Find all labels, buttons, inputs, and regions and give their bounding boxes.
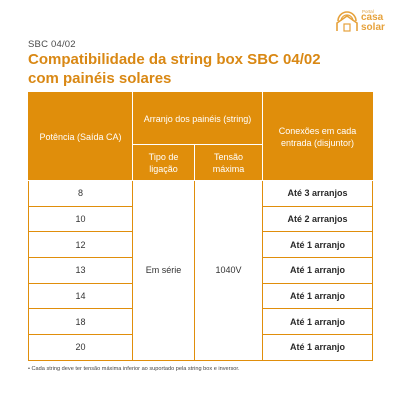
table-row: 10 Até 2 arranjos: [28, 205, 373, 233]
brand-logo: Portal casa solar: [334, 6, 390, 36]
header-arrangement: Arranjo dos painéis (string): [132, 92, 263, 145]
cell-max-voltage: 1040V: [194, 180, 263, 361]
cell-power: 12: [28, 231, 133, 259]
cell-power: 18: [28, 308, 133, 336]
cell-connections: Até 2 arranjos: [262, 205, 373, 233]
cell-connections: Até 1 arranjo: [262, 231, 373, 259]
table-row: 20 Até 1 arranjo: [28, 334, 373, 361]
footnote: • Cada string deve ter tensão máxima inf…: [28, 366, 240, 372]
table-row: 18 Até 1 arranjo: [28, 308, 373, 336]
cell-connections: Até 1 arranjo: [262, 334, 373, 361]
logo-text-casa: casa: [361, 12, 384, 23]
header-connections: Conexões em cada entrada (disjuntor): [262, 92, 373, 181]
logo-text-solar: solar: [361, 22, 385, 33]
cell-connection-type: Em série: [132, 180, 195, 361]
compatibility-table: Potência (Saída CA) Arranjo dos painéis …: [28, 92, 373, 361]
cell-connections: Até 3 arranjos: [262, 180, 373, 207]
header-connection-type: Tipo de ligação: [132, 144, 195, 181]
header-max-voltage: Tensão máxima: [194, 144, 263, 181]
cell-power: 8: [28, 180, 133, 207]
cell-connections: Até 1 arranjo: [262, 282, 373, 310]
page-title-line1: Compatibilidade da string box SBC 04/02: [28, 51, 321, 68]
header-power: Potência (Saída CA): [28, 92, 133, 181]
sun-house-logo-icon: [336, 11, 358, 32]
cell-power: 10: [28, 205, 133, 233]
cell-connections: Até 1 arranjo: [262, 257, 373, 284]
page-title: Compatibilidade da string box SBC 04/02 …: [28, 51, 378, 88]
table-row: 13 Até 1 arranjo: [28, 257, 373, 284]
cell-power: 13: [28, 257, 133, 284]
cell-power: 20: [28, 334, 133, 361]
cell-connections: Até 1 arranjo: [262, 308, 373, 336]
doc-label: SBC 04/02: [28, 39, 76, 50]
table-row: 12 Até 1 arranjo: [28, 231, 373, 259]
cell-power: 14: [28, 282, 133, 310]
table-row: 8 Em série 1040V Até 3 arranjos: [28, 180, 373, 361]
logo-small-text: Portal: [362, 9, 374, 14]
page-title-line2: com painéis solares: [28, 69, 172, 87]
